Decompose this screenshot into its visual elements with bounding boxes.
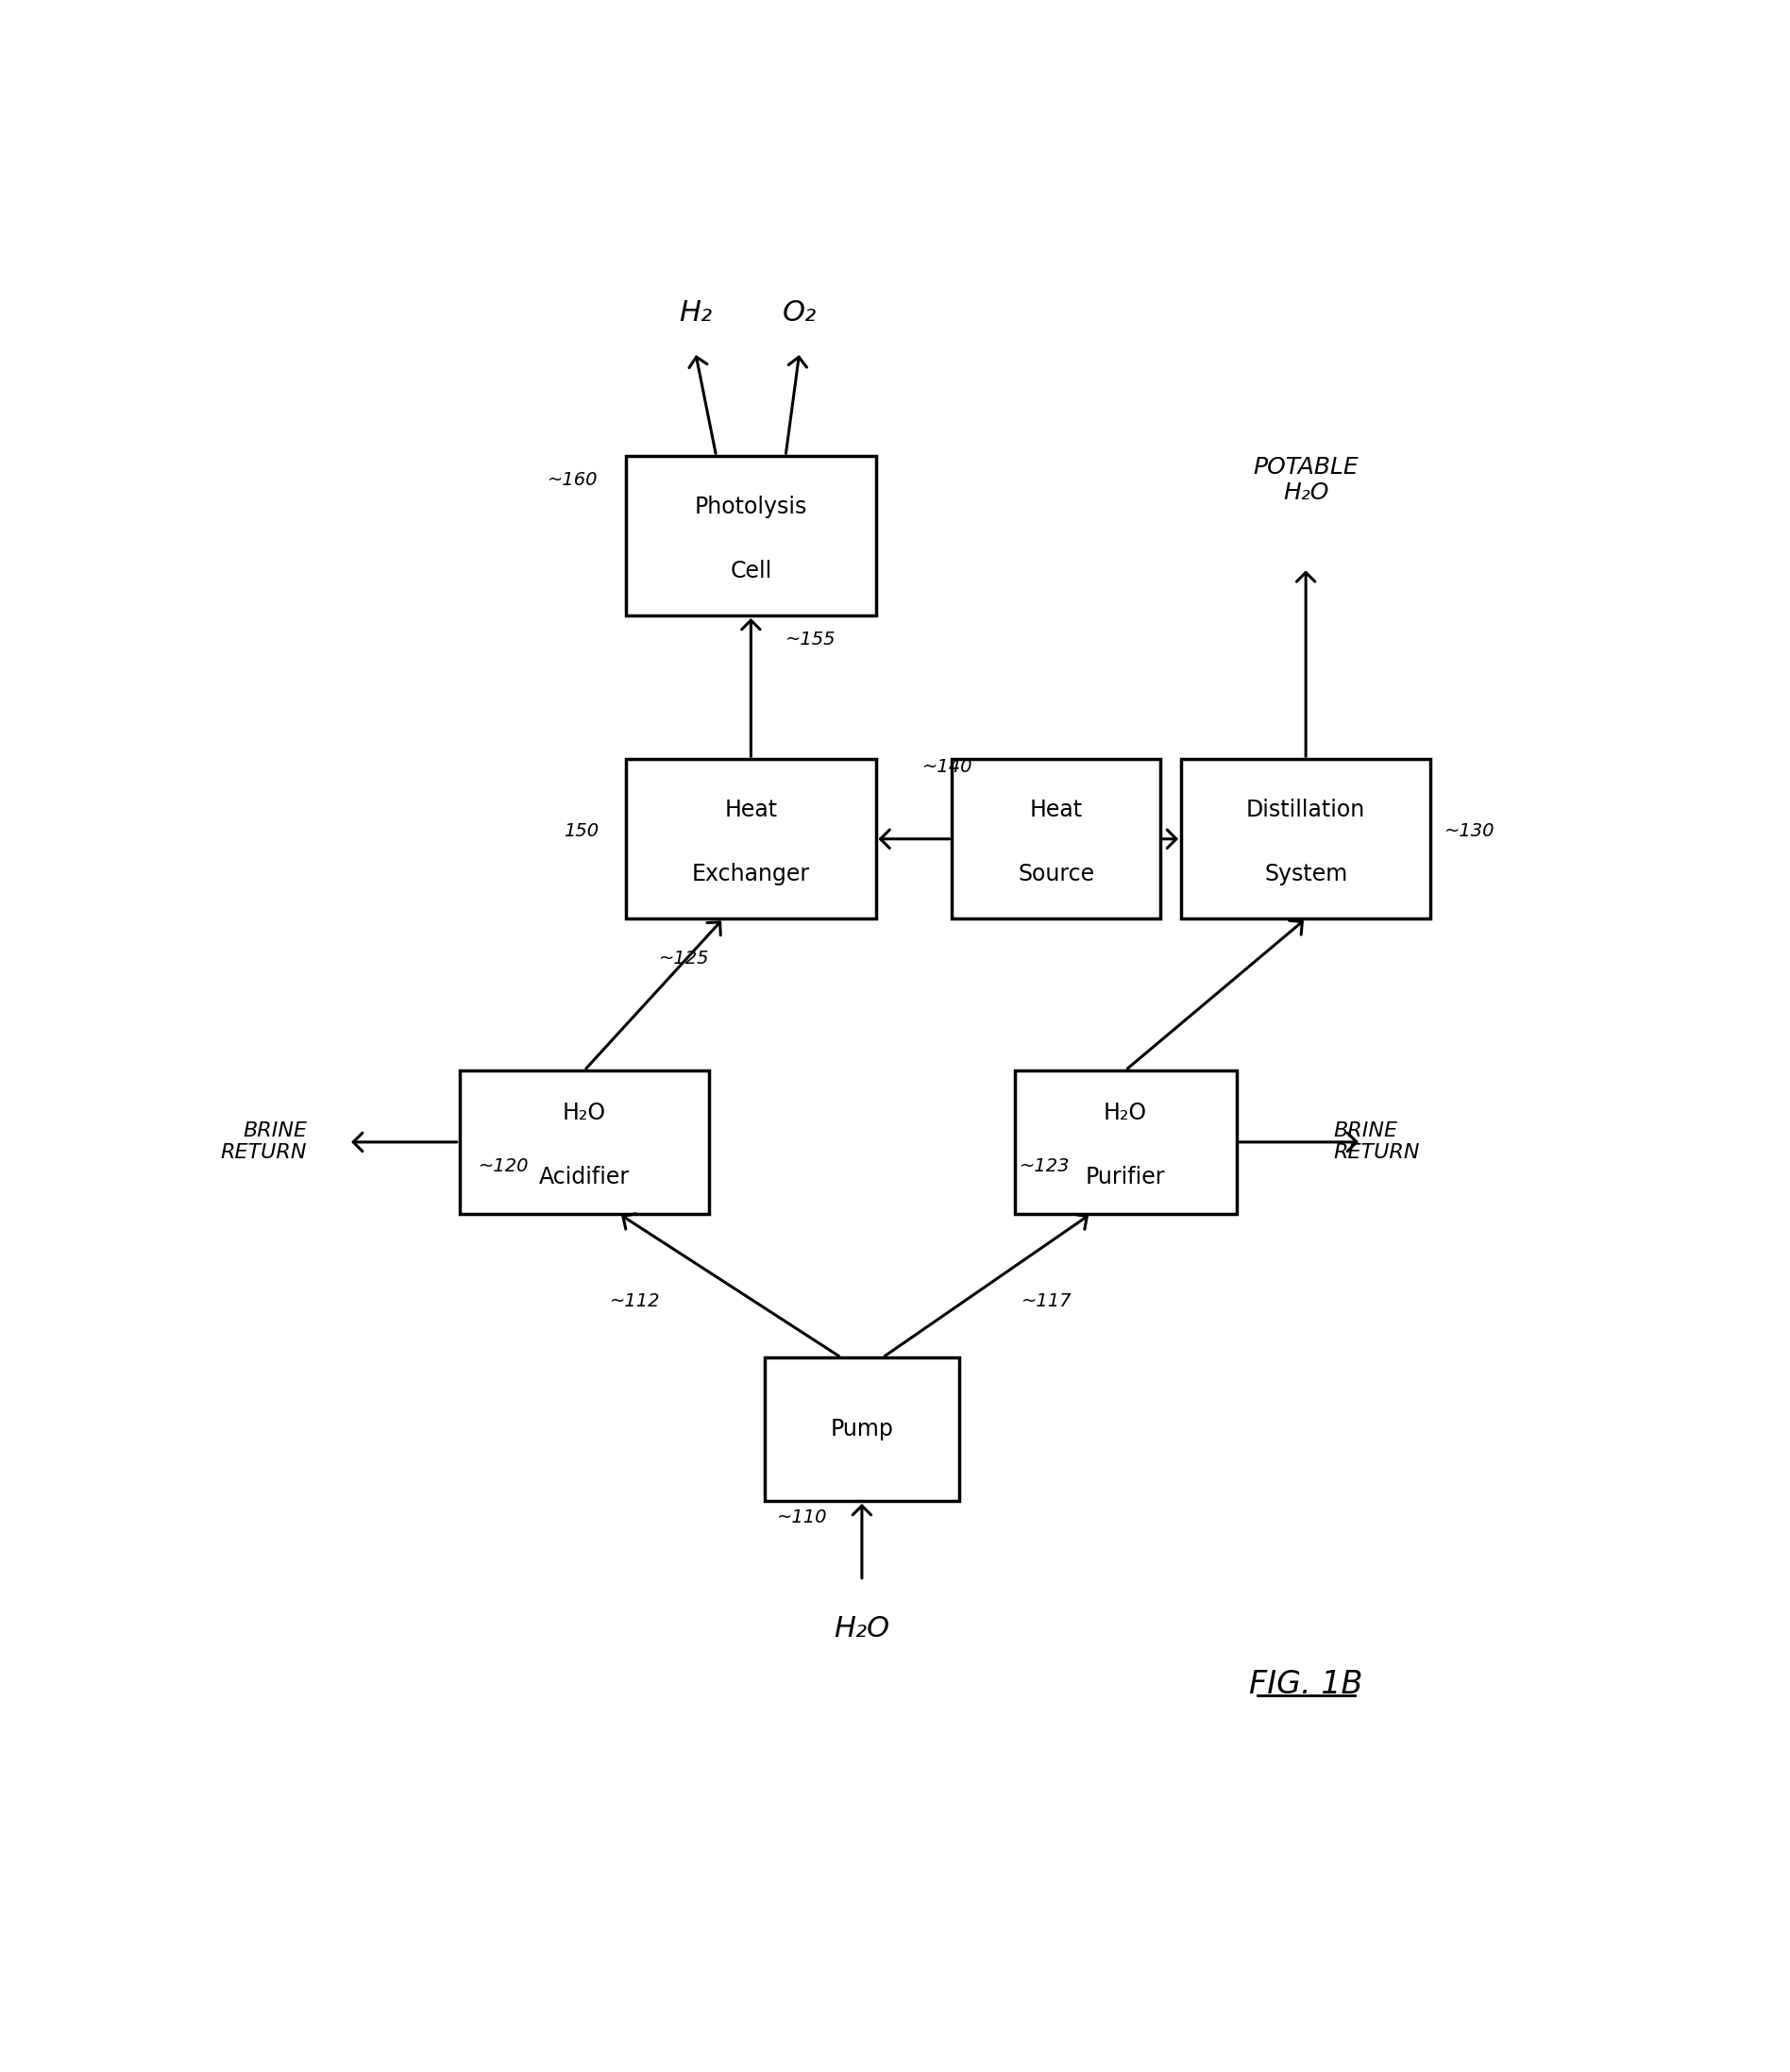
Text: 150: 150	[564, 823, 598, 839]
Text: ~117: ~117	[1022, 1293, 1072, 1312]
Bar	[1181, 758, 1430, 918]
Text: Cell: Cell	[730, 559, 771, 582]
Text: ~110: ~110	[777, 1508, 827, 1525]
Bar	[952, 758, 1160, 918]
Text: BRINE
RETURN: BRINE RETURN	[1334, 1121, 1419, 1162]
Text: ~130: ~130	[1445, 823, 1495, 839]
Text: ~155: ~155	[786, 630, 836, 649]
Text: Purifier: Purifier	[1085, 1167, 1165, 1189]
Text: ~112: ~112	[610, 1293, 661, 1312]
Text: ~160: ~160	[548, 470, 598, 489]
Text: H₂O: H₂O	[1104, 1102, 1147, 1125]
Text: BRINE
RETURN: BRINE RETURN	[220, 1121, 308, 1162]
Text: Photolysis: Photolysis	[695, 495, 807, 518]
Text: ~123: ~123	[1020, 1156, 1070, 1175]
Text: Exchanger: Exchanger	[693, 862, 809, 885]
Bar	[626, 758, 875, 918]
Bar	[1015, 1071, 1237, 1214]
Text: O₂: O₂	[782, 298, 816, 325]
Text: Pump: Pump	[831, 1417, 893, 1440]
Text: ~140: ~140	[922, 758, 974, 777]
Text: H₂O: H₂O	[562, 1102, 607, 1125]
Text: H₂O: H₂O	[834, 1614, 890, 1643]
Text: Source: Source	[1019, 862, 1094, 885]
Bar	[626, 456, 875, 615]
Bar	[764, 1357, 959, 1500]
Text: Heat: Heat	[1029, 800, 1083, 823]
Text: Distillation: Distillation	[1246, 800, 1366, 823]
Text: System: System	[1264, 862, 1348, 885]
Text: Acidifier: Acidifier	[539, 1167, 630, 1189]
Bar	[460, 1071, 709, 1214]
Text: POTABLE
H₂O: POTABLE H₂O	[1253, 456, 1359, 503]
Text: ~125: ~125	[659, 949, 709, 968]
Text: FIG. 1B: FIG. 1B	[1249, 1668, 1362, 1701]
Text: ~120: ~120	[478, 1156, 530, 1175]
Text: H₂: H₂	[678, 298, 712, 325]
Text: Heat: Heat	[725, 800, 777, 823]
